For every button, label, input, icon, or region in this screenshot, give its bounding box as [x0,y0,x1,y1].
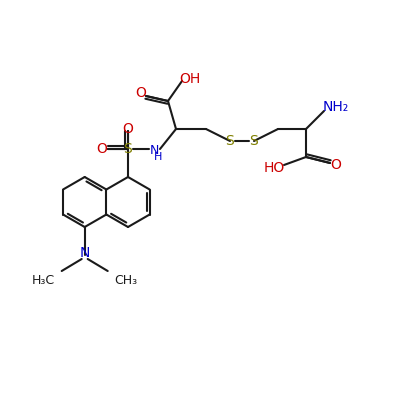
Text: NH₂: NH₂ [323,100,349,114]
Text: OH: OH [179,72,201,86]
Text: H: H [154,152,162,162]
Text: O: O [136,86,146,100]
Text: N: N [80,246,90,260]
Text: S: S [226,134,234,148]
Text: S: S [124,142,132,156]
Text: H₃C: H₃C [32,274,55,286]
Text: O: O [122,122,134,136]
Text: O: O [330,158,342,172]
Text: S: S [250,134,258,148]
Text: O: O [96,142,108,156]
Text: N: N [149,144,159,158]
Text: HO: HO [263,161,285,175]
Text: CH₃: CH₃ [114,274,137,286]
